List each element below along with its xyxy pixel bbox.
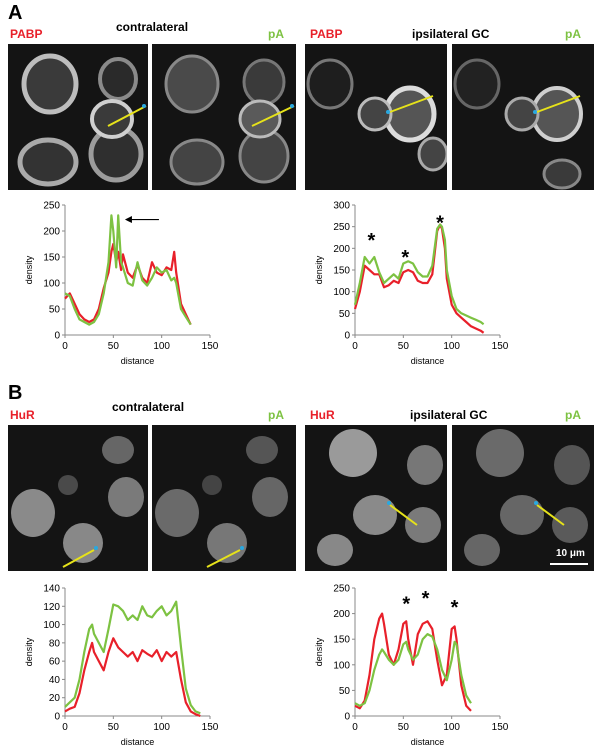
y-tick-label: 80 (49, 638, 61, 649)
panel-letter-a: A (8, 2, 23, 24)
y-tick-label: 0 (344, 712, 350, 723)
y-tick-label: 100 (333, 287, 350, 298)
probe-label-a-right: pA (565, 27, 581, 41)
x-tick-label: 0 (352, 341, 358, 352)
y-tick-label: 50 (49, 305, 61, 316)
micrograph-b-pa-ipsilateral: 10 μm (452, 425, 594, 571)
x-axis-label: distance (121, 737, 155, 747)
y-tick-label: 140 (43, 584, 60, 595)
y-axis-label: density (24, 637, 34, 666)
y-tick-label: 40 (49, 675, 61, 686)
y-tick-label: 150 (333, 266, 350, 277)
micrograph-b-pa-contralateral (152, 425, 296, 571)
series-line-green (64, 600, 201, 715)
x-tick-label: 150 (492, 341, 509, 352)
y-tick-label: 20 (49, 693, 61, 704)
x-tick-label: 0 (62, 341, 68, 352)
y-tick-label: 100 (333, 660, 350, 671)
title-b-left: contralateral (112, 400, 185, 414)
x-tick-label: 150 (202, 722, 219, 733)
title-b-right: ipsilateral GC (410, 408, 488, 422)
x-tick-label: 100 (443, 722, 460, 733)
x-axis-label: distance (121, 356, 155, 366)
x-tick-label: 50 (108, 722, 120, 733)
y-tick-label: 0 (344, 331, 350, 342)
micrograph-a-pa-ipsilateral (452, 44, 594, 190)
x-tick-label: 0 (352, 722, 358, 733)
y-tick-label: 100 (43, 279, 60, 290)
x-tick-label: 50 (398, 722, 410, 733)
y-tick-label: 50 (339, 686, 351, 697)
chart-b-ipsilateral: 0 50 100 150 200 250 0 50 100 150 distance density *… (314, 584, 509, 748)
y-axis-label: density (24, 255, 34, 284)
x-tick-label: 150 (492, 722, 509, 733)
x-tick-label: 100 (153, 722, 170, 733)
y-tick-label: 200 (43, 227, 60, 238)
y-tick-label: 0 (54, 331, 60, 342)
y-tick-label: 200 (333, 244, 350, 255)
micrograph-a-pabp-ipsilateral (305, 44, 447, 190)
scale-bar (550, 563, 588, 565)
title-a-right: ipsilateral GC (412, 27, 490, 41)
micrograph-a-pabp-contralateral (8, 44, 148, 190)
star-annotation: * (422, 588, 430, 610)
y-tick-label: 250 (333, 222, 350, 233)
title-a-left: contralateral (116, 20, 189, 34)
series-line-red (64, 242, 192, 326)
x-tick-label: 150 (202, 341, 219, 352)
series-line-red (64, 637, 201, 718)
micrograph-a-pa-contralateral (152, 44, 296, 190)
y-tick-label: 200 (333, 609, 350, 620)
star-annotation: * (451, 597, 459, 619)
y-tick-label: 300 (333, 201, 350, 212)
micrograph-b-hur-ipsilateral (305, 425, 447, 571)
panel-letter-b: B (8, 382, 23, 404)
series-line-green (353, 223, 485, 326)
stain-label-a-right: PABP (310, 27, 343, 41)
probe-label-a-left: pA (268, 27, 284, 41)
stain-label-b-left: HuR (10, 408, 35, 422)
stain-label-a-left: PABP (10, 27, 43, 41)
y-tick-label: 0 (54, 712, 60, 723)
micrograph-b-hur-contralateral (8, 425, 148, 571)
y-tick-label: 150 (333, 635, 350, 646)
series-line-red (354, 612, 472, 712)
y-axis-label: density (314, 255, 324, 284)
chart-a-ipsilateral: 0 50 100 150 200 250 300 0 50 100 150 distance densi… (314, 201, 509, 367)
y-tick-label: 50 (339, 309, 351, 320)
y-tick-label: 250 (43, 201, 60, 212)
star-annotation: * (402, 593, 410, 615)
probe-label-b-left: pA (268, 408, 284, 422)
y-tick-label: 120 (43, 602, 60, 613)
x-tick-label: 100 (153, 341, 170, 352)
y-tick-label: 100 (43, 620, 60, 631)
x-axis-label: distance (411, 737, 445, 747)
star-annotation: * (368, 230, 376, 252)
chart-b-contralateral: 0 20 40 60 80 100 120 140 0 50 100 150 distance densi… (24, 584, 219, 748)
y-tick-label: 150 (43, 253, 60, 264)
x-tick-label: 50 (108, 341, 120, 352)
x-tick-label: 100 (443, 341, 460, 352)
scale-bar-label: 10 μm (556, 548, 585, 559)
x-axis-label: distance (411, 356, 445, 366)
x-tick-label: 50 (398, 341, 410, 352)
star-annotation: * (401, 247, 409, 269)
chart-a-contralateral: 0 50 100 150 200 250 0 50 100 150 distance density (24, 201, 219, 367)
arrow-head (124, 216, 132, 224)
stain-label-b-right: HuR (310, 408, 335, 422)
series-line-green (64, 214, 192, 326)
x-tick-label: 0 (62, 722, 68, 733)
series-line-green (354, 632, 472, 707)
y-axis-label: density (314, 637, 324, 666)
y-tick-label: 60 (49, 657, 61, 668)
y-tick-label: 250 (333, 584, 350, 595)
probe-label-b-right: pA (565, 408, 581, 422)
star-annotation: * (436, 212, 444, 234)
series-line-red (353, 223, 485, 334)
